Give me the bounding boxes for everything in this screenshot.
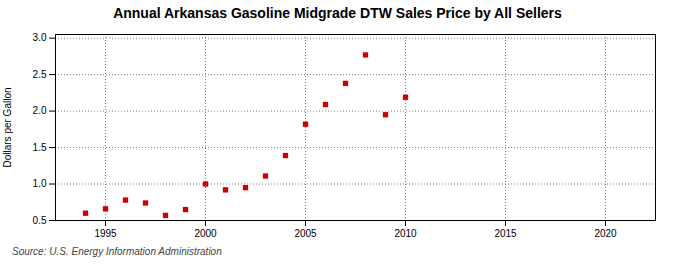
svg-text:3.0: 3.0: [33, 32, 47, 43]
svg-text:2005: 2005: [294, 228, 317, 239]
html-text:Annual Arkansas Gasoline Midgr: Annual Arkansas Gasoline Midgrade DTW Sa…: [113, 5, 562, 21]
svg-text:2.0: 2.0: [33, 105, 47, 116]
svg-text:2020: 2020: [594, 228, 617, 239]
svg-text:2000: 2000: [194, 228, 217, 239]
svg-text:0.5: 0.5: [33, 215, 47, 226]
svg-text:1.5: 1.5: [33, 142, 47, 153]
svg-text:1995: 1995: [94, 228, 117, 239]
html-text:Source: U.S. Energy Informatio: Source: U.S. Energy Information Administ…: [12, 246, 222, 257]
svg-text:2015: 2015: [494, 228, 517, 239]
svg-text:Dollars per Gallon: Dollars per Gallon: [2, 87, 13, 167]
svg-text:2010: 2010: [394, 228, 417, 239]
svg-text:1.0: 1.0: [33, 178, 47, 189]
svg-text:2.5: 2.5: [33, 69, 47, 80]
